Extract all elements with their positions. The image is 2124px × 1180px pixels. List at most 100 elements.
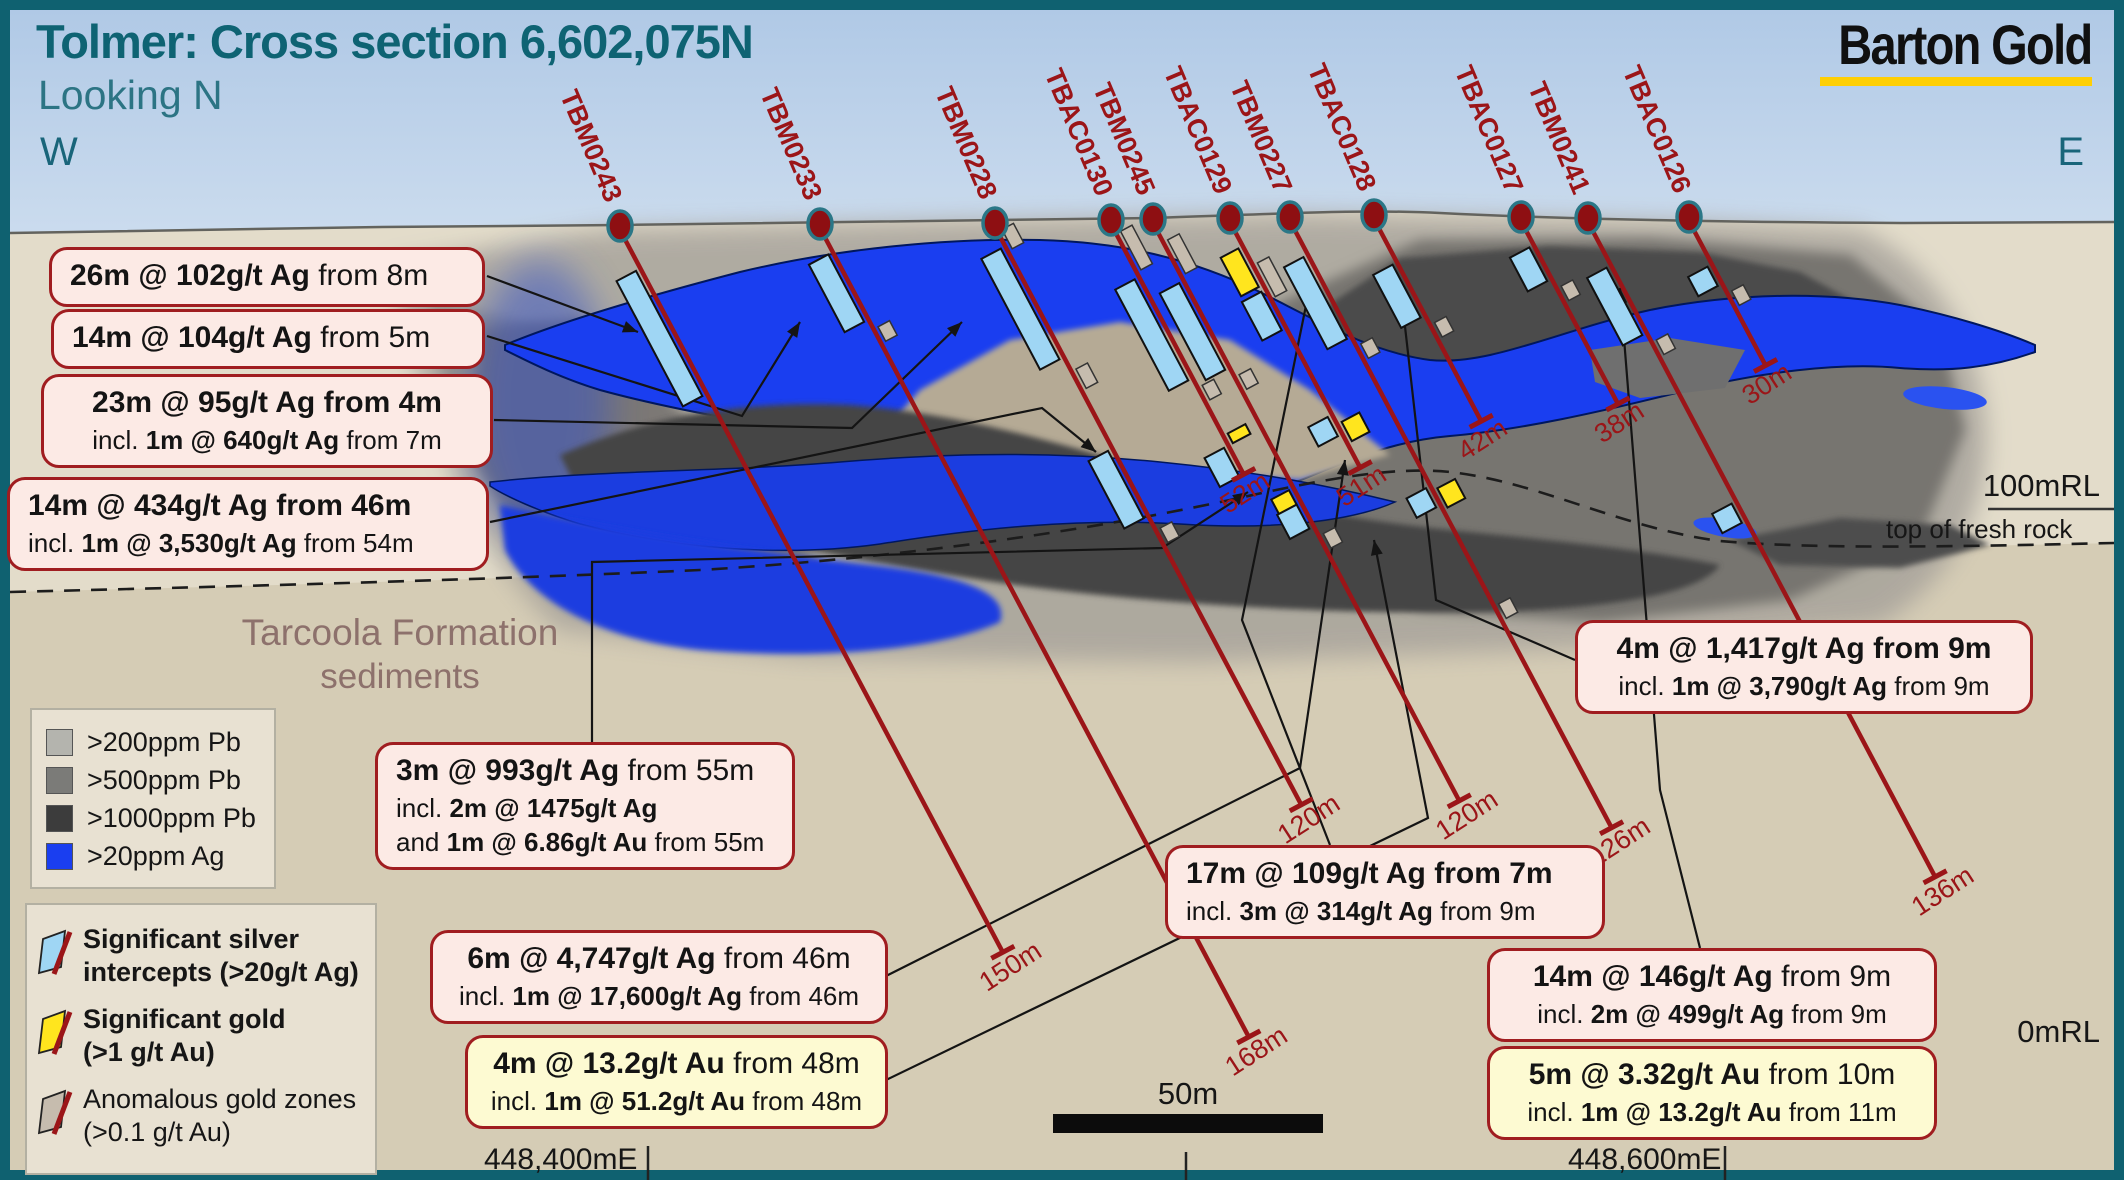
intercept-marker-anom — [877, 319, 899, 343]
assay-callout-c5: 3m @ 993g/t Ag from 55m incl. 2m @ 1475g/… — [375, 742, 795, 871]
assay-qualifier: from 48m — [724, 1047, 860, 1080]
assay-qualifier: incl. — [1537, 998, 1591, 1029]
eoh-tick — [1922, 868, 1948, 886]
intercept-marker-au — [1435, 477, 1467, 509]
assay-qualifier: incl. — [1186, 895, 1240, 926]
assay-qualifier: incl. — [396, 792, 450, 823]
assay-qualifier: from 54m — [296, 527, 414, 558]
intercept-legend-line1: Anomalous gold zones — [83, 1083, 357, 1114]
grade-legend-item: >1000ppm Pb — [46, 803, 268, 834]
formation-sediments: sediments — [320, 657, 480, 697]
formation-name: Tarcoola Formation — [241, 612, 559, 653]
drill-trace — [1372, 217, 1484, 423]
company-logo: Barton Gold — [1790, 14, 2094, 86]
intercept-legend-line1: Significant gold — [83, 1003, 286, 1034]
intercept-marker-anom — [1074, 362, 1099, 390]
intercept-marker-au — [1219, 247, 1261, 298]
assay-value: 1m @ 6.86g/t Au — [446, 826, 648, 857]
company-logo-underline — [1820, 76, 2092, 86]
intercept-marker-ag — [1585, 266, 1644, 347]
assay-qualifier: from 7m — [339, 424, 442, 455]
intercept-legend-label: Significant gold (>1 g/t Au) — [83, 1003, 286, 1069]
title-section: Cross section 6,602,075N — [197, 15, 754, 68]
drill-collar — [1675, 200, 1703, 234]
eoh-tick — [1446, 792, 1472, 810]
intercept-marker-anom — [1256, 255, 1288, 298]
drill-collar — [981, 206, 1009, 240]
assay-callout-line: 14m @ 104g/t Ag from 5m — [72, 318, 464, 358]
drill-collar — [1276, 200, 1304, 234]
grade-swatch-icon — [46, 843, 73, 870]
assay-callout-line: 14m @ 434g/t Ag from 46m — [28, 486, 468, 526]
leader-arrowhead — [787, 322, 800, 338]
grade-legend-item: >20ppm Ag — [46, 841, 268, 872]
assay-value: 1m @ 640g/t Ag — [145, 424, 340, 455]
assay-callout-c6: 6m @ 4,747g/t Ag from 46m incl. 1m @ 17,6… — [430, 930, 888, 1024]
assay-callout-c1: 26m @ 102g/t Ag from 8m — [49, 247, 485, 307]
callout-leader — [1240, 275, 1332, 846]
drill-trace — [1586, 220, 1938, 878]
intercept-marker-anom — [1433, 315, 1455, 339]
grade-legend: >200ppm Pb >500ppm Pb >1000ppm Pb >20ppm Ag — [30, 708, 276, 889]
title-project: Tolmer: — [36, 15, 199, 68]
intercept-marker-ag — [1113, 277, 1190, 393]
assay-qualifier: incl. — [1527, 1096, 1581, 1127]
assay-callout-c2: 14m @ 104g/t Ag from 5m — [51, 309, 485, 369]
leader-arrowhead — [1232, 492, 1248, 506]
assay-value: 2m @ 499g/t Ag — [1590, 998, 1785, 1029]
grade-legend-label: >200ppm Pb — [87, 727, 241, 757]
intercept-marker-ag — [1710, 502, 1744, 535]
intercept-legend-line2: intercepts (>20g/t Ag) — [83, 956, 359, 987]
assay-qualifier: from 46m — [742, 980, 860, 1011]
intercept-legend-item: Significant silver intercepts (>20g/t Ag) — [37, 923, 367, 989]
drill-collar — [1574, 201, 1602, 235]
intercept-marker-anom — [1730, 283, 1752, 307]
intercept-legend-item: Significant gold (>1 g/t Au) — [37, 1003, 367, 1069]
intercept-legend-label: Significant silver intercepts (>20g/t Ag) — [83, 923, 359, 989]
assay-qualifier: from 9m — [1772, 960, 1892, 993]
assay-value: 6m @ 4,747g/t Ag — [467, 942, 716, 975]
intercept-marker-ag — [807, 253, 866, 334]
eoh-tick — [1288, 796, 1314, 814]
assay-qualifier: incl. — [1618, 670, 1672, 701]
drill-collar — [1097, 203, 1125, 237]
assay-callout-line: 3m @ 993g/t Ag from 55m — [396, 751, 774, 791]
assay-qualifier: from 48m — [745, 1085, 863, 1116]
assay-callout-line: incl. 1m @ 13.2g/t Au from 11m — [1508, 1095, 1916, 1129]
assay-value: 4m @ 13.2g/t Au — [493, 1047, 725, 1080]
assay-qualifier: from 5m — [311, 321, 431, 354]
grade-swatch-icon — [46, 729, 73, 756]
assay-callout-line: incl. 2m @ 499g/t Ag from 9m — [1508, 997, 1916, 1031]
intercept-marker-ag — [1405, 486, 1438, 520]
drill-collar — [1216, 201, 1244, 235]
drill-collar — [606, 209, 634, 243]
eoh-tick — [1752, 357, 1779, 374]
intercept-marker-ag — [1203, 446, 1241, 489]
assay-value: 4m @ 1,417g/t Ag from 9m — [1616, 632, 1992, 665]
intercept-legend-line2: (>1 g/t Au) — [83, 1036, 215, 1067]
intercept-marker-ag — [1282, 255, 1349, 351]
easting-label-left: 448,400mE — [484, 1143, 638, 1176]
grade-legend-item: >500ppm Pb — [46, 765, 268, 796]
eoh-tick — [990, 943, 1016, 961]
assay-callout-line: and 1m @ 6.86g/t Au from 55m — [396, 825, 774, 859]
intercept-marker-anom — [1119, 224, 1154, 271]
callout-leader — [885, 539, 1430, 1081]
grade-swatch-icon — [46, 767, 73, 794]
leader-arrowhead — [947, 322, 962, 337]
assay-qualifier: from 46m — [715, 942, 851, 975]
eoh-tick — [1468, 412, 1494, 430]
assay-value: 1m @ 51.2g/t Au — [544, 1085, 746, 1116]
eoh-tick — [1236, 1028, 1262, 1046]
callout-leader — [1400, 299, 1576, 662]
fresh-rock-label: top of fresh rock — [1886, 514, 2073, 544]
intercept-marker-anom — [1560, 278, 1582, 302]
assay-qualifier: incl. — [458, 980, 513, 1011]
eoh-tick — [1347, 459, 1373, 476]
assay-qualifier: incl. — [92, 424, 146, 455]
intercept-marker-anom — [1655, 332, 1677, 356]
drill-trace — [1288, 219, 1614, 829]
intercept-marker-ag — [1087, 449, 1146, 530]
assay-value: 5m @ 3.32g/t Au — [1528, 1058, 1761, 1091]
drill-trace — [1687, 219, 1768, 367]
